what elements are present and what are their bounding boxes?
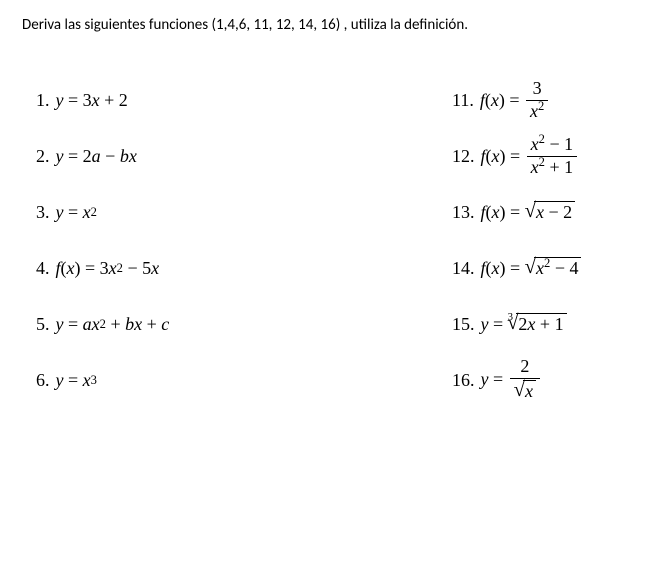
instruction-text: Deriva las siguientes funciones (1,4,6, … [22,16,647,34]
problem-formula: y = 2a − bx [56,146,137,167]
problem-number: 5. [36,314,50,335]
problem-number: 15. [452,314,475,335]
root-index: 3 [508,311,513,323]
fraction-numerator: 3 [529,79,546,99]
problem-number: 6. [36,370,50,391]
fraction-numerator: x2 − 1 [527,135,577,155]
problem-formula: y = 3x + 2 [56,90,128,111]
fraction-numerator: 2 [516,357,533,377]
sqrt-radicand: x − 2 [534,201,575,224]
problem-formula: f(x) = √ x2 − 4 [481,257,582,280]
problem-12: 12. f(x) = x2 − 1 x2 + 1 [452,130,647,182]
problem-15: 15. y = 3 √ 2x + 1 [452,298,647,350]
problem-number: 3. [36,202,50,223]
fraction-denominator: x2 + 1 [527,158,577,178]
problem-formula: f(x) = 3 x2 [480,79,550,122]
problem-formula: f(x) = √ x − 2 [481,201,576,224]
problem-number: 14. [452,258,475,279]
problem-14: 14. f(x) = √ x2 − 4 [452,242,647,294]
sqrt-radicand: 2x + 1 [516,313,566,336]
problem-5: 5. y = ax2 + bx + c [36,298,412,350]
problem-number: 2. [36,146,50,167]
problem-formula: y = x3 [56,370,97,391]
problem-4: 4. f(x) = 3x2 − 5x [36,242,412,294]
problem-16: 16. y = 2 √ x [452,354,647,406]
problem-number: 12. [452,146,475,167]
problem-11: 11. f(x) = 3 x2 [452,74,647,126]
problem-formula: y = 2 √ x [481,357,543,402]
problem-formula: y = 3 √ 2x + 1 [481,313,567,336]
problem-number: 1. [36,90,50,111]
problem-number: 16. [452,370,475,391]
problem-2: 2. y = 2a − bx [36,130,412,182]
fraction-denominator: √ x [510,380,540,403]
sqrt-radicand: x [523,380,536,403]
problem-formula: f(x) = x2 − 1 x2 + 1 [481,135,580,178]
problem-formula: f(x) = 3x2 − 5x [56,258,160,279]
problem-6: 6. y = x3 [36,354,412,406]
sqrt-radicand: x2 − 4 [534,257,581,280]
problem-number: 4. [36,258,50,279]
problem-number: 13. [452,202,475,223]
problem-formula: y = x2 [56,202,97,223]
problem-13: 13. f(x) = √ x − 2 [452,186,647,238]
left-column: 1. y = 3x + 2 2. y = 2a − bx 3. y = x2 4… [22,74,412,410]
problem-number: 11. [452,90,474,111]
fraction-denominator: x2 [526,102,548,122]
problem-3: 3. y = x2 [36,186,412,238]
problem-columns: 1. y = 3x + 2 2. y = 2a − bx 3. y = x2 4… [22,74,647,410]
problem-formula: y = ax2 + bx + c [56,314,170,335]
right-column: 11. f(x) = 3 x2 12. f(x) = x2 − 1 x2 + 1 [452,74,647,410]
problem-1: 1. y = 3x + 2 [36,74,412,126]
